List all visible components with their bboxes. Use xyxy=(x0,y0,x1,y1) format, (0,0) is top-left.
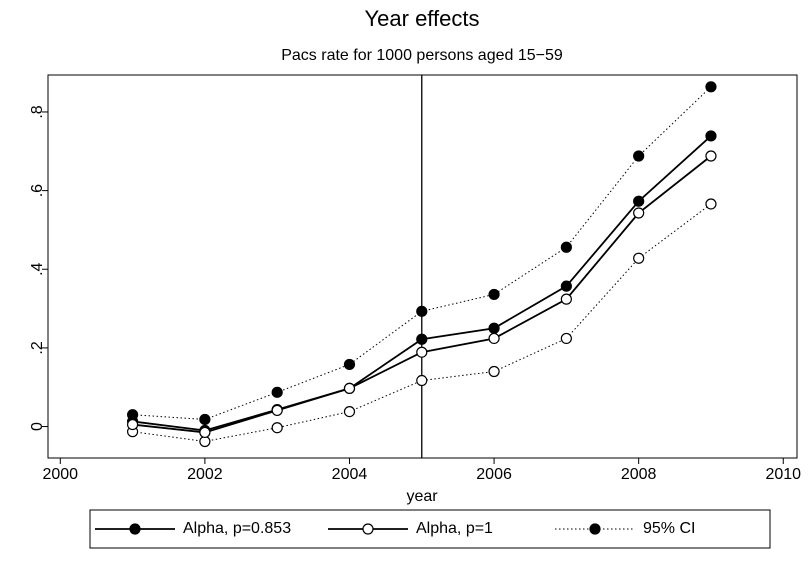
marker xyxy=(416,305,428,317)
marker xyxy=(271,422,283,434)
x-axis-label: year xyxy=(406,488,438,505)
y-tick-label: .4 xyxy=(29,262,46,275)
x-tick-label: 2002 xyxy=(187,466,223,483)
marker xyxy=(488,332,500,345)
y-tick-label: .2 xyxy=(29,341,46,354)
y-tick-label: .6 xyxy=(29,184,46,197)
marker xyxy=(633,207,645,219)
marker xyxy=(705,130,717,142)
x-tick-label: 2000 xyxy=(42,466,78,483)
x-tick-label: 2008 xyxy=(621,466,657,483)
plot-area xyxy=(47,74,798,459)
marker xyxy=(560,280,572,292)
marker xyxy=(416,346,428,358)
chart-subtitle: Pacs rate for 1000 persons aged 15−59 xyxy=(281,47,563,64)
y-tick-label: 0 xyxy=(29,422,46,431)
marker xyxy=(416,333,428,345)
marker xyxy=(633,252,645,264)
legend-label: Alpha, p=0.853 xyxy=(183,520,291,537)
legend-label: 95% CI xyxy=(643,520,695,537)
legend-marker xyxy=(589,523,601,535)
marker xyxy=(488,288,500,301)
marker xyxy=(488,322,500,334)
marker xyxy=(271,404,283,417)
legend-marker xyxy=(129,523,141,535)
marker xyxy=(560,241,572,253)
x-tick-label: 2006 xyxy=(476,466,512,483)
marker xyxy=(126,418,139,431)
legend-label: Alpha, p=1 xyxy=(416,520,493,537)
line xyxy=(132,203,712,442)
marker xyxy=(488,365,500,378)
chart-title: Year effects xyxy=(365,6,480,31)
marker xyxy=(705,150,717,162)
marker xyxy=(199,413,211,426)
marker xyxy=(343,405,356,418)
marker xyxy=(271,386,283,398)
legend-box xyxy=(89,509,771,549)
marker xyxy=(199,426,211,439)
marker xyxy=(705,81,717,93)
marker xyxy=(560,332,572,345)
marker xyxy=(633,150,645,162)
legend-marker xyxy=(362,523,374,535)
x-tick-label: 2004 xyxy=(332,466,368,483)
marker xyxy=(343,358,356,371)
marker xyxy=(343,382,356,394)
marker xyxy=(560,293,572,305)
y-tick-label: .8 xyxy=(29,105,46,118)
x-tick-label: 2010 xyxy=(765,466,801,483)
marker xyxy=(705,198,717,210)
marker xyxy=(416,374,428,387)
marker xyxy=(633,195,645,207)
